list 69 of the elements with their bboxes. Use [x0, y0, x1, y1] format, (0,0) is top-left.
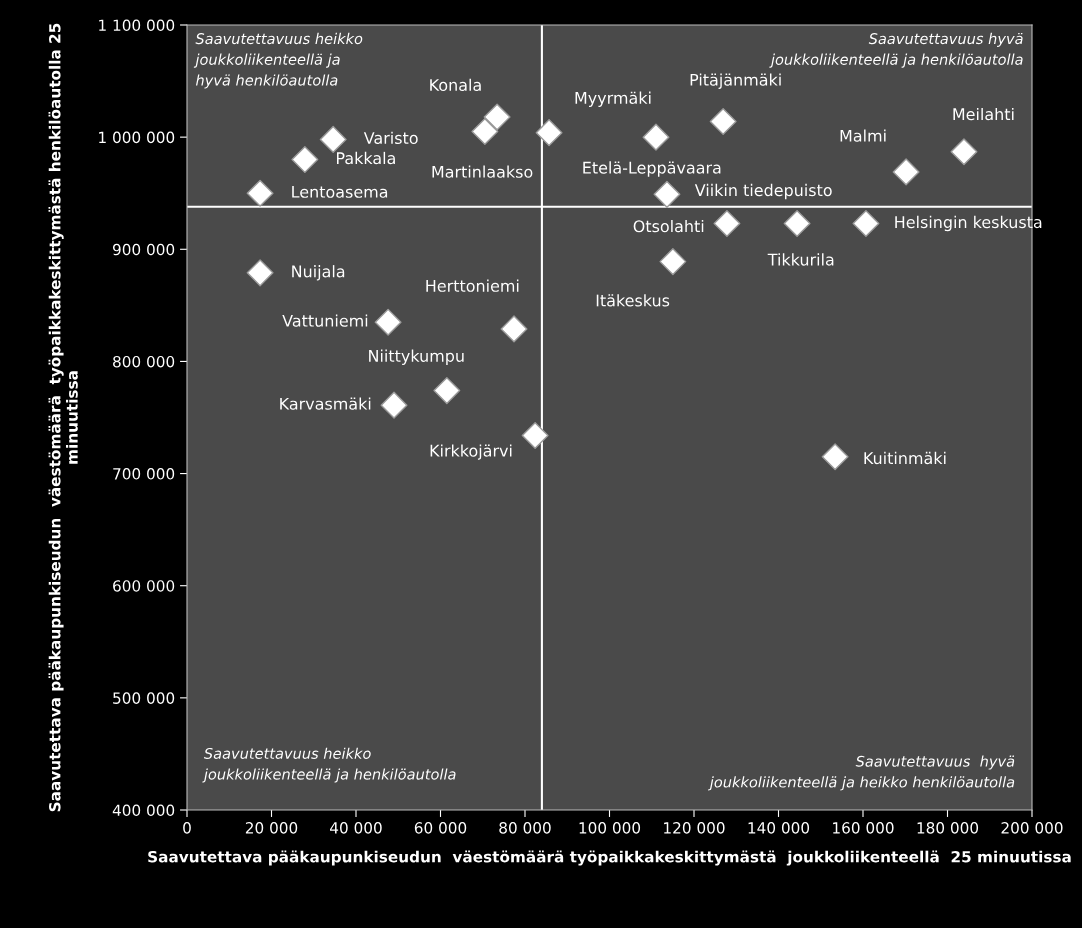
x-tick-label: 140 000	[748, 822, 810, 834]
point	[783, 209, 811, 237]
annotation: Meilahti	[953, 107, 1014, 121]
x-tick-label: 120 000	[664, 822, 725, 834]
annotation: Malmi	[840, 129, 886, 142]
point	[246, 259, 274, 287]
annotation: Niittykumpu	[369, 349, 464, 365]
y-tick-label: 400 000	[112, 804, 175, 817]
x-tick-label: 40 000	[330, 822, 382, 834]
x-tick-label: 60 000	[414, 822, 467, 834]
y-axis-title: Saavutettava pääkaupunkiseudun väestömäärä työpaikkakeskittymästä henkilöautolla 25 minuutissa	[48, 23, 78, 812]
point	[374, 308, 402, 336]
point	[521, 421, 549, 449]
annotation: Saavutettavuus heikko joukkoliikenteellä ja henkilöautolla	[202, 747, 456, 783]
point	[246, 179, 274, 207]
annotation: Myyrmäki	[575, 91, 651, 108]
annotation: Vattuniemi	[282, 314, 368, 327]
annotation: Lentoasema	[292, 185, 388, 198]
point	[653, 180, 681, 208]
x-tick-label: 200 000	[1001, 822, 1063, 834]
annotation: Konala	[430, 78, 481, 92]
annotation: Karvasmäki	[280, 397, 371, 410]
annotation: Saavutettavuus heikko joukkoliikenteellä ja hyvä henkilöautolla	[193, 32, 363, 89]
annotation: Pakkala	[337, 151, 395, 165]
annotation: Viikin tiedepuisto	[694, 183, 832, 200]
point	[821, 443, 849, 471]
annotation: Nuijala	[292, 265, 345, 281]
annotation: Saavutettavuus hyvä joukkoliikenteellä ja heikko henkilöautolla	[708, 755, 1015, 791]
annotation: Pitäjänmäki	[690, 73, 781, 89]
x-tick-label: 20 000	[245, 822, 298, 834]
annotation: Etelä-Leppävaara	[583, 161, 721, 177]
point	[535, 119, 563, 147]
point	[291, 146, 319, 174]
x-tick-label: 160 000	[833, 822, 894, 834]
point	[852, 209, 880, 237]
point	[892, 158, 920, 186]
x-tick-label: 180 000	[917, 822, 979, 834]
point	[642, 123, 670, 151]
y-tick-label: 1 000 000	[99, 131, 175, 144]
x-tick-label: 80 000	[499, 822, 551, 834]
point	[483, 103, 511, 131]
annotation: Otsolahti	[633, 219, 704, 233]
annotation: Kirkkojärvi	[430, 444, 512, 460]
point	[471, 118, 499, 146]
y-tick-label: 900 000	[112, 243, 175, 256]
point	[709, 107, 737, 135]
annotation: Helsingin keskusta	[895, 215, 1042, 232]
y-tick-label: 600 000	[113, 580, 175, 592]
point	[380, 391, 408, 419]
x-tick-label: 0	[183, 822, 191, 834]
y-tick-label: 800 000	[113, 355, 175, 368]
annotation: Herttoniemi	[426, 279, 519, 292]
annotation: Saavutettavuus hyvä joukkoliikenteellä ja henkilöautolla	[769, 32, 1023, 68]
y-tick-label: 700 000	[113, 468, 175, 480]
y-tick-label: 500 000	[113, 692, 175, 704]
annotation: Kuitinmäki	[864, 451, 946, 465]
point	[713, 209, 741, 237]
point	[500, 315, 528, 343]
x-axis-title: Saavutettava pääkaupunkiseudun väestömäärä työpaikkakeskittymästä joukkoliikenteellä 25 minuutissa	[148, 850, 1071, 866]
y-tick-label: 1 100 000	[99, 19, 175, 32]
annotation: Itäkeskus	[596, 294, 670, 307]
point	[659, 248, 687, 276]
point	[433, 377, 461, 405]
annotation: Varisto	[363, 131, 418, 145]
annotation: Martinlaakso	[432, 165, 533, 178]
x-tick-label: 100 000	[579, 822, 641, 834]
point	[950, 138, 978, 166]
point	[319, 125, 347, 153]
annotation: Tikkurila	[767, 253, 834, 266]
